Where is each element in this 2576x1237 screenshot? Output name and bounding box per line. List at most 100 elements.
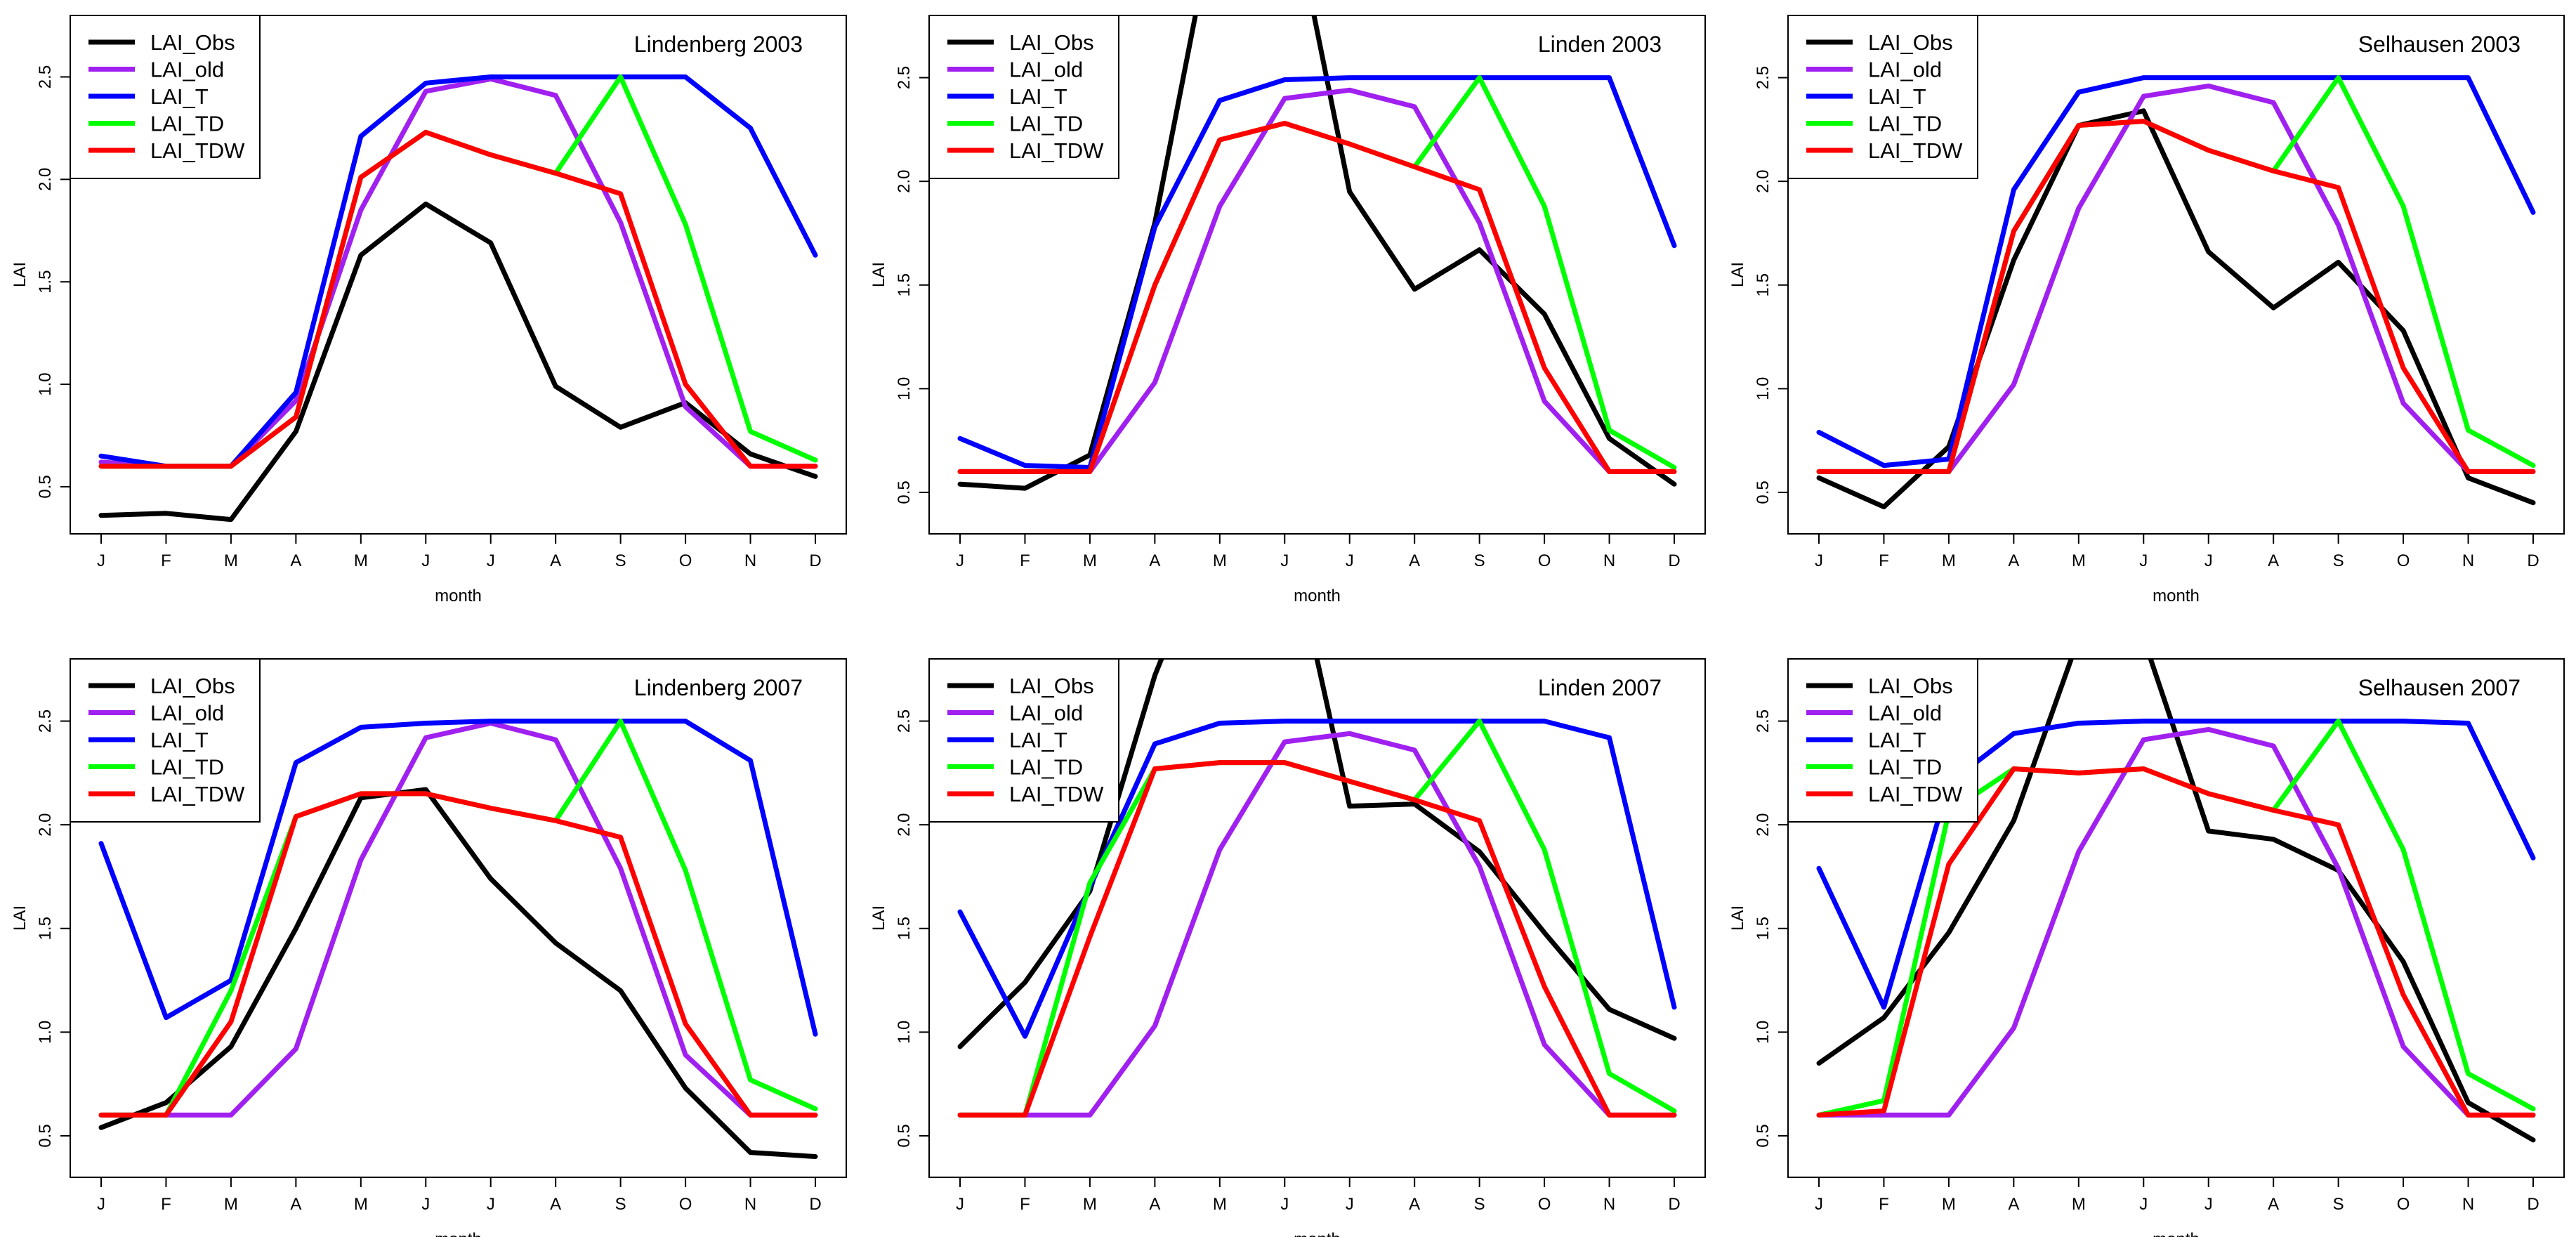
x-tick-label: F <box>1020 1195 1030 1214</box>
y-tick-label: 1.5 <box>36 917 55 940</box>
y-axis: 0.5 1.0 1.5 2.0 2.5 <box>1754 66 1788 504</box>
x-axis-title: month <box>2153 587 2200 606</box>
x-tick-label: S <box>1474 1195 1485 1214</box>
series-line-lai-t <box>98 719 818 1037</box>
legend-label: LAI_TD <box>1009 112 1083 136</box>
legend-label: LAI_TD <box>150 755 224 780</box>
y-axis-title: LAI <box>869 262 888 287</box>
legend-label: LAI_TD <box>150 112 224 136</box>
x-tick-label: J <box>1280 1195 1289 1214</box>
series-group <box>1816 75 2536 510</box>
legend-label: LAI_TD <box>1868 755 1942 780</box>
x-tick-label: S <box>615 1195 626 1214</box>
chart-title: Lindenberg 2007 <box>634 675 803 700</box>
series-line-lai-obs <box>1816 108 2536 510</box>
legend-label: LAI_TDW <box>1868 782 1963 806</box>
series-line-lai-t <box>957 75 1677 470</box>
legend-label: LAI_TDW <box>1009 782 1104 806</box>
x-tick-label: F <box>1879 1195 1889 1214</box>
x-tick-label: A <box>2008 551 2019 570</box>
x-tick-label: F <box>161 551 171 570</box>
x-tick-label: A <box>1409 1195 1420 1214</box>
series-line-lai-old <box>957 731 1677 1118</box>
x-tick-label: A <box>290 551 301 570</box>
y-tick-label: 1.5 <box>36 270 55 294</box>
x-tick-label: N <box>744 1195 756 1214</box>
x-tick-label: F <box>1020 551 1030 570</box>
x-tick-label: J <box>421 1195 430 1214</box>
x-tick-label: O <box>679 1195 692 1214</box>
x-tick-label: M <box>1083 1195 1097 1214</box>
legend-label: LAI_old <box>150 701 224 726</box>
x-tick-label: M <box>1213 1195 1227 1214</box>
x-tick-label: J <box>2204 551 2213 570</box>
x-tick-label: A <box>2008 1195 2019 1214</box>
x-tick-label: J <box>1815 1195 1823 1214</box>
series-line-lai-tdw <box>957 760 1677 1118</box>
y-tick-label: 0.5 <box>895 480 914 504</box>
legend-label: LAI_T <box>1009 84 1067 109</box>
series-line-lai-obs <box>98 787 818 1159</box>
y-tick-label: 1.5 <box>1754 273 1773 296</box>
chart-title: Linden 2003 <box>1538 32 1662 57</box>
y-tick-label: 2.5 <box>36 65 55 89</box>
y-tick-label: 2.0 <box>36 168 55 191</box>
plot-frame <box>70 658 847 1178</box>
x-tick-label: A <box>2268 551 2279 570</box>
legend-label: LAI_T <box>150 84 209 109</box>
x-tick-label: S <box>615 551 626 570</box>
x-tick-label: J <box>2204 1195 2213 1214</box>
x-tick-label: A <box>550 551 561 570</box>
legend-label: LAI_Obs <box>1009 30 1094 55</box>
y-axis: 0.5 1.0 1.5 2.0 2.5 <box>1754 709 1788 1148</box>
x-axis-title: month <box>435 1230 482 1237</box>
legend-label: LAI_Obs <box>1868 30 1953 55</box>
x-tick-label: M <box>224 551 238 570</box>
y-tick-label: 0.5 <box>36 475 55 498</box>
x-tick-label: M <box>2072 1195 2086 1214</box>
legend-label: LAI_Obs <box>150 674 235 698</box>
chart-title: Lindenberg 2003 <box>634 32 803 57</box>
y-tick-label: 2.5 <box>36 709 55 733</box>
x-tick-label: J <box>2139 1195 2148 1214</box>
x-tick-label: F <box>1879 551 1889 570</box>
legend-label: LAI_old <box>150 58 224 82</box>
x-tick-label: S <box>2333 1195 2344 1214</box>
series-group <box>98 74 818 523</box>
x-tick-label: O <box>1538 551 1551 570</box>
legend-label: LAI_old <box>1868 701 1942 726</box>
x-tick-label: M <box>224 1195 238 1214</box>
x-axis-title: month <box>2153 1230 2200 1237</box>
chart-title: Selhausen 2007 <box>2358 675 2521 700</box>
x-tick-label: M <box>1942 1195 1956 1214</box>
y-tick-label: 1.0 <box>36 372 55 395</box>
x-tick-label: J <box>1280 551 1289 570</box>
series-line-lai-tdw <box>98 791 818 1118</box>
x-tick-label: D <box>2527 551 2539 570</box>
x-tick-label: F <box>161 1195 171 1214</box>
legend-label: LAI_TDW <box>1009 138 1104 163</box>
plot-frame <box>928 15 1706 535</box>
legend-label: LAI_Obs <box>1868 674 1953 698</box>
x-tick-label: O <box>1538 1195 1551 1214</box>
x-tick-label: J <box>2139 551 2148 570</box>
legend-label: LAI_T <box>1868 728 1926 752</box>
x-tick-label: D <box>1668 551 1680 570</box>
x-axis-title: month <box>435 587 482 606</box>
chart-title: Selhausen 2003 <box>2358 32 2521 57</box>
x-tick-label: A <box>290 1195 301 1214</box>
x-axis-title: month <box>1294 587 1341 606</box>
legend-label: LAI_TD <box>1868 112 1942 136</box>
plot-frame <box>928 658 1706 1178</box>
series-line-lai-obs <box>957 15 1677 491</box>
y-axis-title: LAI <box>11 905 29 931</box>
